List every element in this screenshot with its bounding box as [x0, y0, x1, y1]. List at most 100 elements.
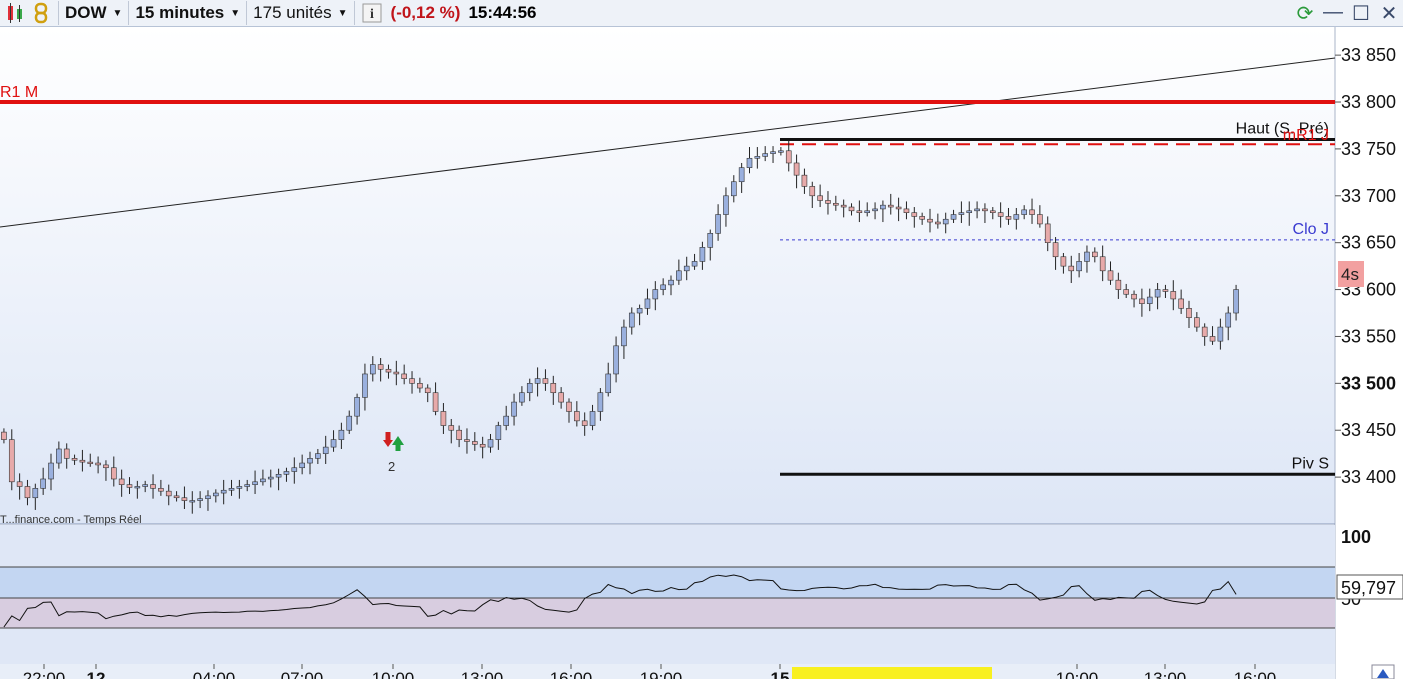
candle: [291, 457, 298, 484]
candle: [213, 489, 219, 503]
units-label: 175 unités: [253, 3, 332, 22]
candle: [566, 398, 572, 423]
candle: [997, 202, 1004, 228]
watermark: T...finance.com - Temps Réel: [0, 514, 142, 526]
candle: [1194, 312, 1200, 332]
candle: [1076, 252, 1082, 278]
candle: [919, 212, 925, 225]
candle: [283, 467, 290, 482]
candle: [597, 388, 604, 421]
x-tick-label: 16:00: [550, 669, 593, 679]
candle: [730, 175, 737, 203]
candle: [1162, 284, 1169, 299]
x-tick-label: 15: [771, 669, 790, 679]
candle: [833, 195, 839, 211]
candle: [1115, 272, 1122, 299]
arrow-up-icon: [1377, 669, 1389, 678]
candle: [1021, 205, 1027, 220]
candle: [589, 404, 596, 431]
candle: [275, 468, 282, 491]
units-selector[interactable]: 175 unités ▼: [247, 1, 355, 25]
info-icon[interactable]: i: [361, 2, 383, 24]
timeframe-selector[interactable]: 15 minutes ▼: [129, 1, 248, 25]
candle: [621, 319, 627, 359]
candle: [189, 491, 196, 514]
x-tick-label: 22:00: [23, 669, 66, 679]
candle: [173, 491, 180, 502]
candle: [252, 470, 258, 494]
candle: [628, 307, 635, 335]
candle: [181, 486, 188, 509]
candle: [1233, 284, 1239, 321]
candle: [880, 200, 886, 223]
candle: [801, 168, 808, 194]
y-tick-label: 33 450: [1341, 420, 1396, 440]
candle: [785, 140, 792, 172]
candlestick-icon[interactable]: [4, 2, 26, 24]
candle: [534, 367, 541, 397]
candle: [903, 201, 910, 220]
candle: [887, 193, 894, 215]
x-tick-label: 16:00: [1234, 669, 1277, 679]
x-tick-label: 13:00: [1144, 669, 1187, 679]
x-tick-label: 10:00: [1056, 669, 1099, 679]
candle: [385, 364, 392, 379]
price-chart[interactable]: R1 M Haut (S. Pré)mR1 J Clo J Piv S 33 850 3…: [0, 27, 1403, 679]
trend-line[interactable]: [0, 57, 1336, 228]
chevron-down-icon: ▼: [337, 7, 348, 19]
candle: [338, 422, 345, 449]
candle: [778, 147, 784, 156]
y-tick-label: 33 700: [1341, 186, 1396, 206]
candle: [1123, 283, 1130, 299]
candle: [1052, 237, 1059, 270]
candle: [110, 456, 117, 487]
candle: [369, 356, 376, 382]
x-tick-label: 13:00: [461, 669, 504, 679]
close-icon[interactable]: ✕: [1380, 3, 1398, 25]
y-tick-label: 33 400: [1341, 467, 1396, 487]
candle: [1139, 288, 1145, 317]
svg-text:i: i: [370, 7, 374, 22]
chain-link-icon[interactable]: [30, 2, 52, 24]
candle: [307, 451, 313, 475]
candle: [558, 387, 564, 409]
candle: [393, 360, 400, 386]
candle: [825, 191, 831, 215]
candle: [754, 147, 761, 169]
candle: [935, 213, 941, 229]
rsi-max-label: 100: [1341, 527, 1371, 547]
sell-arrow-shaft: [385, 432, 391, 441]
candle: [495, 421, 502, 450]
instrument-selector[interactable]: DOW ▼: [58, 1, 130, 25]
sell-arrow-icon: [383, 440, 393, 447]
candle: [942, 212, 949, 234]
candle: [574, 401, 580, 427]
candle: [683, 256, 690, 281]
minimize-icon[interactable]: —: [1323, 1, 1343, 23]
level-label: Piv S: [1292, 455, 1329, 472]
candle: [699, 241, 706, 270]
candle: [1060, 252, 1067, 274]
rsi-value-box: [1336, 574, 1403, 600]
candle: [809, 181, 816, 208]
candle: [1029, 198, 1035, 224]
candle: [1068, 255, 1075, 284]
timer-badge: [1338, 261, 1364, 287]
candle: [793, 154, 800, 189]
candle: [927, 208, 933, 233]
y-tick-label: 33 550: [1341, 326, 1396, 346]
candle: [165, 484, 172, 506]
rsi-oversold-band: [0, 598, 1335, 628]
rsi-current-value: 59,797: [1341, 578, 1396, 598]
signal-arrows[interactable]: 2: [383, 432, 404, 474]
maximize-icon[interactable]: ☐: [1352, 3, 1370, 25]
instrument-label: DOW: [65, 3, 107, 22]
chart-toolbar: DOW ▼ 15 minutes ▼ 175 unités ▼ i (-0,12 %)…: [0, 0, 1403, 27]
candle: [228, 479, 235, 496]
candle: [848, 203, 855, 216]
x-tick-label: 19:00: [640, 669, 683, 679]
candle: [87, 453, 94, 467]
refresh-icon[interactable]: ⟳: [1296, 3, 1314, 25]
candle: [856, 200, 863, 223]
candle: [56, 441, 62, 469]
